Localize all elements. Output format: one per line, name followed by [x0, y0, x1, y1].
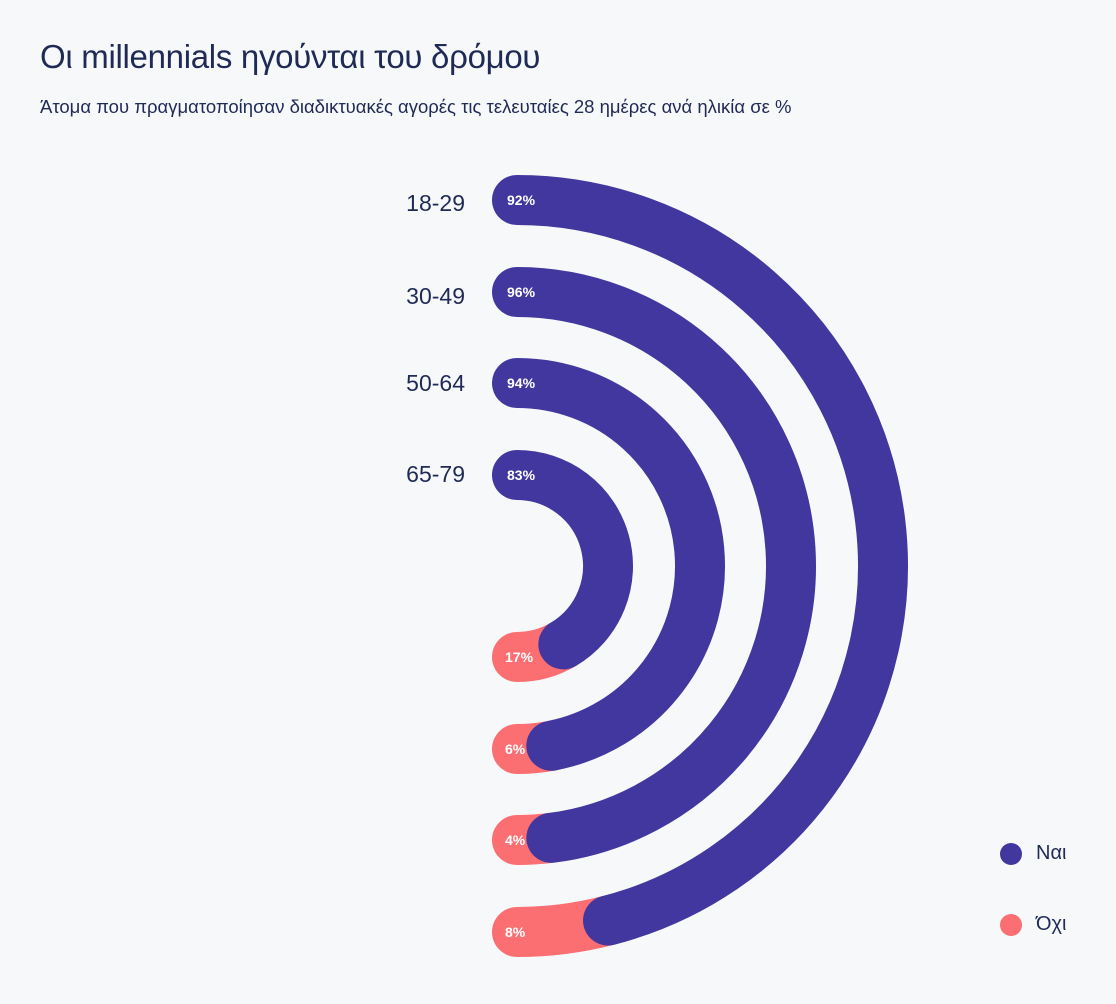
value-label-yes-18-29: 92% [507, 192, 536, 208]
arc-yes-30-49 [492, 267, 816, 863]
value-label-no-50-64: 6% [505, 741, 526, 757]
legend-item-no: Όχι [1000, 913, 1066, 936]
chart-subtitle: Άτομα που πραγματοποίησαν διαδικτυακές α… [40, 96, 792, 117]
value-label-no-18-29: 8% [505, 924, 526, 940]
arc-yes-50-64 [492, 358, 725, 771]
value-label-yes-65-79: 83% [507, 467, 536, 483]
arc-yes-18-29 [492, 175, 908, 946]
value-label-no-30-49: 4% [505, 832, 526, 848]
category-label-65-79: 65-79 [406, 461, 465, 487]
category-label-30-49: 30-49 [406, 283, 465, 309]
chart-title: Οι millennials ηγούνται του δρόμου [40, 38, 541, 75]
legend-no-swatch [1000, 913, 1022, 936]
legend-item-yes: Ναι [1000, 842, 1066, 865]
legend-yes-label: Ναι [1036, 842, 1067, 864]
value-label-yes-30-49: 96% [507, 284, 536, 300]
arc-yes-65-79 [492, 450, 633, 670]
category-label-50-64: 50-64 [406, 370, 465, 396]
value-label-no-65-79: 17% [505, 649, 534, 665]
category-label-18-29: 18-29 [406, 190, 465, 216]
legend-no-label: Όχι [1036, 913, 1067, 935]
value-label-yes-50-64: 94% [507, 375, 536, 391]
legend-yes-swatch [1000, 842, 1022, 865]
